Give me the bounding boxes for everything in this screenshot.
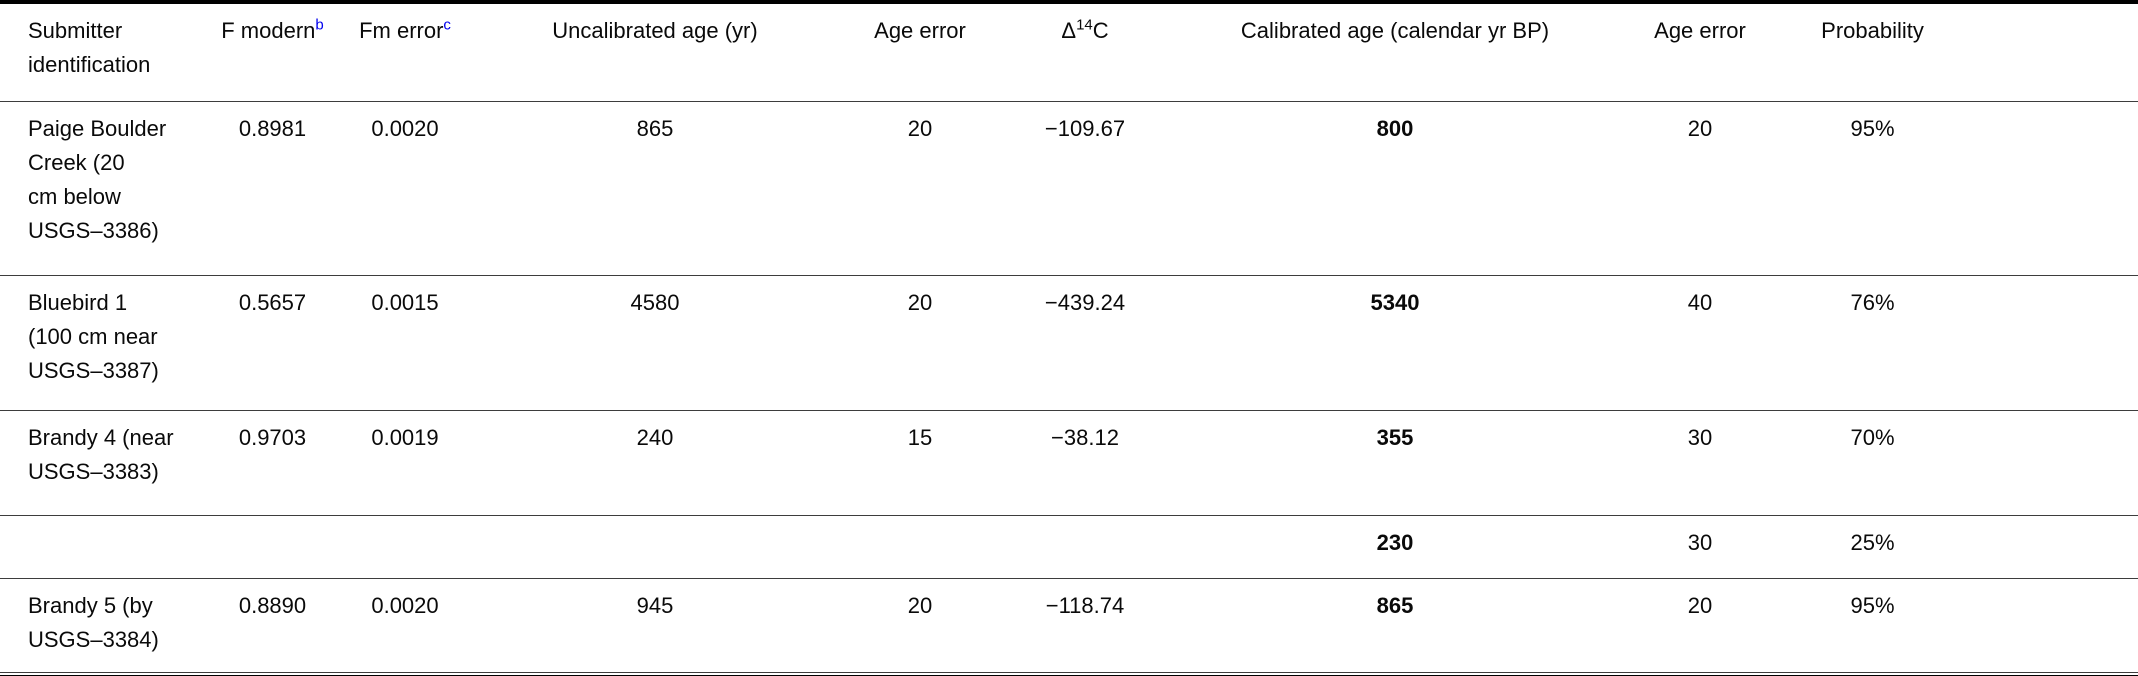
cell-fm-error: 0.0020 [371,115,439,141]
cell-delta-14c: −439.24 [1044,289,1126,315]
cell-delta-14c: −38.12 [1051,424,1119,450]
cell-fm-error: 0.0015 [371,289,439,315]
cell-calibrated-age: 355 [1376,424,1414,450]
col-header-age-error-1: Age error [874,18,966,43]
cell-submitter-identification: Brandy 5 (by USGS–3384) [28,592,159,652]
cell-f-modern: 0.5657 [238,289,307,315]
cell-calibrated-age: 230 [1376,529,1414,555]
table-row: Brandy 4 (near USGS–3383) 0.9703 0.0019 … [0,410,2138,515]
spacer-cell [1960,515,2138,578]
isotope-superscript-14: 14 [1076,16,1093,34]
cell-f-modern [200,515,345,578]
cell-age-error-2: 30 [1687,424,1713,450]
cell-uncalibrated-age: 240 [636,424,674,450]
cell-submitter-identification [0,515,200,578]
col-header-fm-error: Fm errorc [345,4,465,101]
spacer-cell [1960,578,2138,672]
col-header-probability: Probability [1821,18,1924,43]
cell-fm-error: 0.0020 [371,592,439,618]
col-header-f-modern-label: F modern [221,18,316,43]
cell-uncalibrated-age: 4580 [630,289,680,315]
cell-probability: 76% [1850,289,1895,315]
cell-probability: 70% [1850,424,1895,450]
cell-delta-14c: −109.67 [1044,115,1126,141]
cell-age-error-2: 20 [1687,115,1713,141]
spacer-column-header [1960,4,2138,101]
spacer-cell [1960,410,2138,515]
radiocarbon-calibration-table: Submitter identification F modernb Fm er… [0,4,2138,673]
cell-submitter-identification: Brandy 4 (near USGS–3383) [28,424,174,484]
cell-calibrated-age: 5340 [1370,289,1420,315]
col-header-uncalibrated-age: Uncalibrated age (yr) [552,18,758,43]
cell-delta-14c: −118.74 [1045,592,1125,618]
spacer-cell [1960,101,2138,275]
cell-delta-14c [995,515,1175,578]
cell-age-error-2: 30 [1687,529,1713,555]
cell-age-error-1: 20 [907,289,933,315]
col-header-calibrated-age: Calibrated age (calendar yr BP) [1240,18,1550,43]
col-header-submitter-identification: Submitter identification [28,18,151,77]
cell-submitter-identification: Bluebird 1 (100 cm near USGS–3387) [28,289,159,383]
cell-age-error-1 [845,515,995,578]
cell-probability: 95% [1850,592,1895,618]
cell-calibrated-age: 800 [1376,115,1414,141]
cell-calibrated-age: 865 [1376,592,1414,618]
cell-age-error-2: 40 [1687,289,1713,315]
cell-uncalibrated-age [465,515,845,578]
cell-uncalibrated-age: 945 [636,592,674,618]
table-row: Bluebird 1 (100 cm near USGS–3387) 0.565… [0,275,2138,410]
cell-f-modern: 0.8890 [238,592,307,618]
cell-probability: 25% [1850,529,1895,555]
cell-fm-error [345,515,465,578]
table-row: 230 30 25% [0,515,2138,578]
spacer-cell [1960,275,2138,410]
cell-age-error-1: 20 [907,115,933,141]
cell-age-error-2: 20 [1687,592,1713,618]
table-row: Brandy 5 (by USGS–3384) 0.8890 0.0020 94… [0,578,2138,672]
cell-probability: 95% [1850,115,1895,141]
cell-age-error-1: 20 [907,592,933,618]
delta-symbol: Δ [1061,18,1077,43]
col-header-f-modern: F modernb [200,4,345,101]
carbon-symbol: C [1092,18,1109,43]
cell-submitter-identification: Paige Boulder Creek (20 cm below USGS–33… [28,115,167,243]
col-header-age-error-2: Age error [1654,18,1746,43]
footnote-link-b[interactable]: b [315,16,324,34]
col-header-delta-14c: Δ14C [995,4,1175,101]
table-row: Paige Boulder Creek (20 cm below USGS–33… [0,101,2138,275]
footnote-link-c[interactable]: c [443,16,451,34]
cell-age-error-1: 15 [907,424,933,450]
cell-fm-error: 0.0019 [371,424,439,450]
cell-f-modern: 0.9703 [238,424,307,450]
header-row: Submitter identification F modernb Fm er… [0,4,2138,101]
cell-uncalibrated-age: 865 [636,115,674,141]
col-header-fm-error-label: Fm error [359,18,444,43]
cell-f-modern: 0.8981 [238,115,307,141]
